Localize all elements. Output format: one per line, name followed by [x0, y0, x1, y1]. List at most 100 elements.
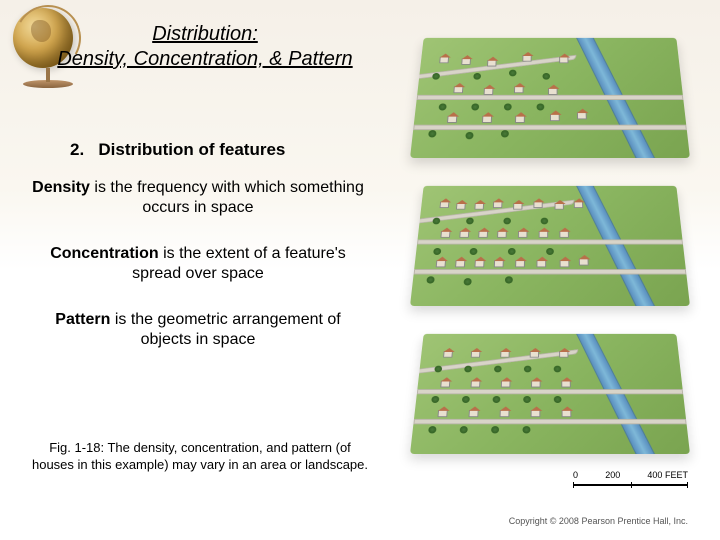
tree-icon	[546, 248, 554, 255]
term-concentration: Concentration	[50, 245, 158, 262]
tree-icon	[462, 396, 470, 403]
house-icon	[497, 231, 507, 238]
tree-icon	[438, 103, 446, 110]
road	[414, 269, 687, 274]
house-icon	[471, 381, 481, 388]
tree-icon	[434, 366, 442, 373]
house-icon	[437, 410, 447, 417]
tree-icon	[465, 132, 473, 139]
map-stack	[410, 18, 690, 454]
house-icon	[577, 112, 587, 119]
slide-title: Distribution: Density, Concentration, & …	[50, 22, 360, 72]
house-icon	[561, 381, 571, 388]
scale-mid: 200	[605, 470, 620, 480]
house-icon	[574, 202, 583, 208]
road	[417, 389, 683, 394]
house-icon	[459, 231, 469, 238]
house-icon	[440, 202, 450, 208]
house-icon	[494, 260, 504, 267]
tree-icon	[431, 396, 439, 403]
landscape-map-3	[410, 334, 690, 454]
house-icon	[474, 203, 484, 209]
house-icon	[550, 114, 560, 121]
house-icon	[443, 351, 453, 357]
house-icon	[539, 231, 548, 238]
road	[413, 125, 687, 130]
tree-icon	[432, 73, 440, 80]
scale-bar: 0 200 400 FEET	[573, 470, 688, 492]
house-icon	[515, 260, 525, 267]
section-text: Distribution of features	[98, 140, 285, 159]
house-icon	[474, 260, 484, 267]
house-icon	[440, 381, 450, 388]
house-icon	[515, 116, 525, 123]
house-icon	[487, 60, 497, 66]
house-icon	[461, 58, 471, 64]
def-concentration-text: is the extent of a feature's spread over…	[132, 245, 346, 282]
definition-concentration: Concentration is the extent of a feature…	[28, 244, 368, 284]
house-icon	[530, 351, 539, 357]
house-icon	[455, 260, 465, 267]
tree-icon	[505, 276, 513, 283]
house-icon	[531, 410, 541, 417]
tree-icon	[503, 218, 511, 225]
tree-icon	[426, 276, 435, 283]
term-density: Density	[32, 179, 90, 196]
tree-icon	[433, 248, 441, 255]
tree-icon	[492, 396, 500, 403]
def-pattern-text: is the geometric arrangement of objects …	[110, 311, 340, 348]
house-icon	[518, 231, 528, 238]
copyright-text: Copyright © 2008 Pearson Prentice Hall, …	[509, 516, 688, 526]
term-pattern: Pattern	[55, 311, 110, 328]
tree-icon	[524, 366, 532, 373]
house-icon	[513, 203, 522, 209]
house-icon	[560, 260, 570, 267]
road	[417, 95, 684, 100]
house-icon	[559, 57, 568, 63]
definition-pattern: Pattern is the geometric arrangement of …	[28, 310, 368, 350]
tree-icon	[554, 366, 561, 373]
definitions-block: Density is the frequency with which some…	[28, 178, 368, 376]
house-icon	[484, 88, 494, 95]
tree-icon	[508, 248, 516, 255]
tree-icon	[537, 103, 545, 110]
house-icon	[548, 88, 557, 95]
landscape-map-1	[410, 38, 690, 158]
house-icon	[469, 410, 479, 417]
road	[413, 419, 686, 424]
tree-icon	[460, 426, 468, 433]
tree-icon	[466, 218, 474, 225]
house-icon	[436, 260, 446, 267]
river	[573, 186, 670, 306]
tree-icon	[428, 130, 437, 137]
house-icon	[559, 231, 569, 238]
tree-icon	[428, 426, 437, 433]
tree-icon	[464, 366, 472, 373]
tree-icon	[494, 366, 502, 373]
tree-icon	[469, 248, 477, 255]
house-icon	[514, 86, 524, 93]
house-icon	[522, 55, 531, 61]
house-icon	[478, 231, 488, 238]
title-line1: Distribution:	[152, 23, 258, 45]
house-icon	[559, 351, 568, 357]
house-icon	[439, 57, 449, 63]
tree-icon	[554, 396, 562, 403]
tree-icon	[541, 218, 548, 225]
definition-density: Density is the frequency with which some…	[28, 178, 368, 218]
section-number: 2.	[70, 140, 84, 159]
tree-icon	[463, 278, 471, 285]
house-icon	[493, 202, 502, 208]
house-icon	[555, 203, 564, 209]
house-icon	[453, 86, 463, 93]
tree-icon	[523, 396, 531, 403]
tree-icon	[504, 103, 512, 110]
tree-icon	[473, 73, 481, 80]
section-heading: 2. Distribution of features	[70, 140, 285, 160]
landscape-map-2	[410, 186, 690, 306]
tree-icon	[522, 426, 530, 433]
tree-icon	[491, 426, 499, 433]
scale-start: 0	[573, 470, 578, 480]
house-icon	[440, 231, 450, 238]
house-icon	[531, 381, 541, 388]
